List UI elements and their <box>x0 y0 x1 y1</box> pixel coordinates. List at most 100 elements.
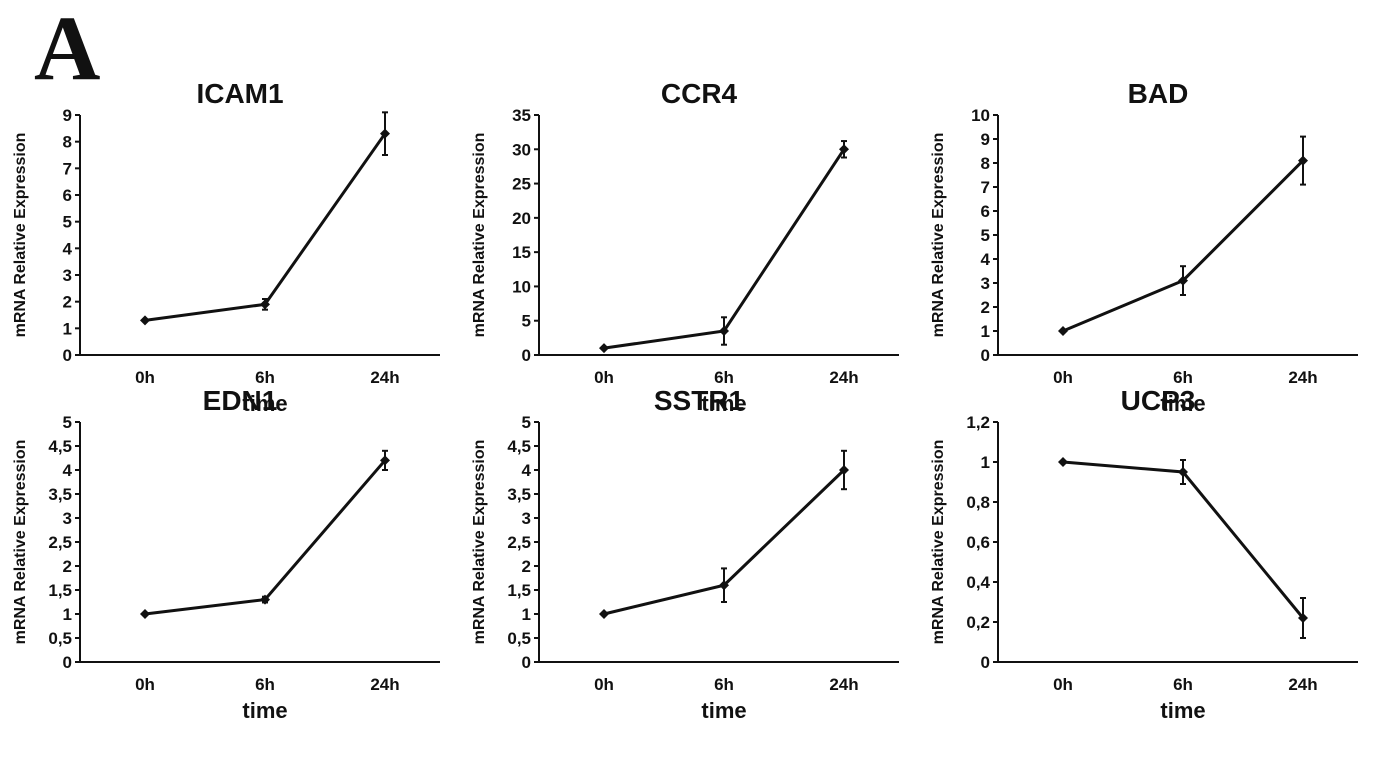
y-tick-label: 1,5 <box>507 581 531 600</box>
chart-ccr4: CCR4 mRNA Relative Expression 0 5 10 15 20 25 30… <box>459 80 918 468</box>
data-point <box>719 326 729 336</box>
y-tick-label: 3,5 <box>507 485 531 504</box>
data-point <box>1178 467 1188 477</box>
chart-svg: ICAM1 mRNA Relative Expression 0 1 2 3 4 5 6 7 8 9 0… <box>12 80 440 416</box>
data-point <box>1298 613 1308 623</box>
y-tick-label: 4 <box>522 461 532 480</box>
y-tick-label: 15 <box>512 243 531 262</box>
data-point <box>599 343 609 354</box>
y-tick-label: 5 <box>63 413 72 432</box>
x-axis-label: time <box>242 391 287 416</box>
y-tick-label: 0 <box>63 653 72 672</box>
chart-title: EDN1 <box>203 387 278 416</box>
y-tick-label: 8 <box>981 154 990 173</box>
x-tick-label: 0h <box>135 368 155 387</box>
y-tick-label: 5 <box>522 312 531 331</box>
y-tick-label: 5 <box>63 213 72 232</box>
chart-svg: CCR4 mRNA Relative Expression 0 5 10 15 20 25 30… <box>471 80 899 416</box>
y-tick-label: 3 <box>63 266 72 285</box>
y-tick-label: 2 <box>63 293 72 312</box>
data-point <box>260 594 270 605</box>
x-tick-label: 0h <box>135 675 155 694</box>
x-tick-label: 0h <box>1053 675 1073 694</box>
y-tick-label: 7 <box>63 159 72 178</box>
series-line <box>1062 159 1305 333</box>
data-point <box>1178 275 1188 286</box>
chart-sstr1: SSTR1 mRNA Relative Expression 0 0,5 1 1,5 2 2,… <box>459 387 918 775</box>
y-tick-label: 30 <box>512 140 531 159</box>
y-tick-label: 20 <box>512 209 531 228</box>
y-tick-label: 9 <box>981 130 990 149</box>
series-line <box>1062 460 1305 619</box>
y-tick-label: 0 <box>522 653 531 672</box>
chart-title: BAD <box>1128 80 1189 109</box>
data-point <box>140 609 150 619</box>
x-tick-label: 0h <box>1053 368 1073 387</box>
y-axis-label: mRNA Relative Expression <box>471 440 488 645</box>
y-axis-label: mRNA Relative Expression <box>12 440 29 645</box>
chart-title: UCP3 <box>1121 387 1196 416</box>
series-line <box>144 132 387 322</box>
y-tick-label: 3,5 <box>48 485 72 504</box>
y-tick-label: 2 <box>981 298 990 317</box>
y-tick-label: 1 <box>981 322 990 341</box>
x-axis-label: time <box>701 391 746 416</box>
y-tick-label: 9 <box>63 106 72 125</box>
y-tick-label: 10 <box>512 277 531 296</box>
data-point <box>380 455 390 466</box>
y-tick-label: 2 <box>63 557 72 576</box>
data-point <box>1298 155 1308 166</box>
data-point <box>839 144 849 155</box>
y-tick-label: 4 <box>63 461 73 480</box>
y-tick-label: 0,5 <box>507 629 531 648</box>
chart-title: ICAM1 <box>196 80 283 109</box>
x-tick-label: 24h <box>370 675 399 694</box>
chart-ucp3: UCP3 mRNA Relative Expression 0 0,2 0,4 0,6 0,… <box>918 387 1377 775</box>
data-point <box>260 299 270 310</box>
x-tick-label: 24h <box>1288 675 1317 694</box>
y-tick-label: 1 <box>522 605 531 624</box>
x-tick-label: 24h <box>1288 368 1317 387</box>
y-tick-label: 2,5 <box>48 533 72 552</box>
x-axis-label: time <box>1160 698 1205 723</box>
y-tick-label: 1 <box>981 453 990 472</box>
y-tick-label: 4,5 <box>48 437 72 456</box>
chart-bad: BAD mRNA Relative Expression 0 1 2 3 4 5 6 7 8 9 10 0… <box>918 80 1377 468</box>
y-axis-label: mRNA Relative Expression <box>930 440 947 645</box>
y-tick-label: 6 <box>63 186 72 205</box>
chart-svg: UCP3 mRNA Relative Expression 0 0,2 0,4 0,6 0,… <box>930 387 1358 723</box>
y-tick-label: 3 <box>981 274 990 293</box>
y-tick-label: 3 <box>522 509 531 528</box>
y-tick-label: 5 <box>522 413 531 432</box>
y-tick-label: 6 <box>981 202 990 221</box>
y-tick-label: 4,5 <box>507 437 531 456</box>
x-tick-label: 6h <box>255 675 275 694</box>
data-point <box>140 315 150 326</box>
x-axis-label: time <box>1160 391 1205 416</box>
x-tick-label: 24h <box>829 675 858 694</box>
y-tick-label: 5 <box>981 226 990 245</box>
y-tick-label: 0,5 <box>48 629 72 648</box>
x-tick-label: 6h <box>255 368 275 387</box>
x-tick-label: 24h <box>829 368 858 387</box>
chart-title: SSTR1 <box>654 387 744 416</box>
y-tick-label: 0,4 <box>966 573 990 592</box>
y-tick-label: 0 <box>981 653 990 672</box>
x-tick-label: 0h <box>594 368 614 387</box>
y-tick-label: 0,8 <box>966 493 990 512</box>
y-tick-label: 0 <box>522 346 531 365</box>
x-axis-label: time <box>242 698 287 723</box>
x-tick-label: 6h <box>1173 368 1193 387</box>
y-tick-label: 0,6 <box>966 533 990 552</box>
y-tick-label: 0 <box>981 346 990 365</box>
y-tick-label: 1,5 <box>48 581 72 600</box>
y-tick-label: 10 <box>971 106 990 125</box>
data-point <box>1058 326 1068 336</box>
y-tick-label: 1 <box>63 605 72 624</box>
x-tick-label: 24h <box>370 368 399 387</box>
y-tick-label: 2 <box>522 557 531 576</box>
x-tick-label: 6h <box>714 368 734 387</box>
y-tick-label: 0,2 <box>966 613 990 632</box>
y-tick-label: 1,2 <box>966 413 990 432</box>
chart-svg: BAD mRNA Relative Expression 0 1 2 3 4 5 6 7 8 9 10 0… <box>930 80 1358 416</box>
